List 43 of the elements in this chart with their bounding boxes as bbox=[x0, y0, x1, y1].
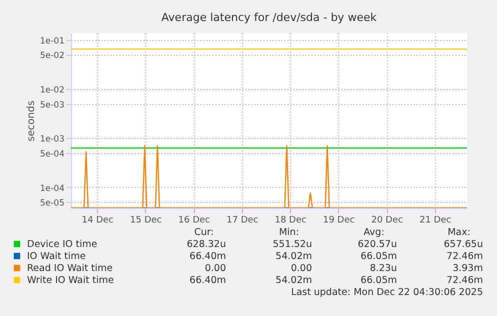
x-tick-label: 21 Dec bbox=[419, 216, 452, 226]
y-tick-label: 5e-05 bbox=[40, 198, 64, 209]
x-tick-label: 19 Dec bbox=[322, 216, 355, 226]
text: 551.52u bbox=[272, 239, 312, 250]
chart-title: Average latency for /dev/sda - by week bbox=[161, 11, 378, 24]
legend-label: Device IO time bbox=[27, 239, 98, 250]
y-tick-label: 1e-02 bbox=[40, 86, 64, 96]
text: 628.32u bbox=[186, 239, 226, 250]
y-tick-label: 1e-01 bbox=[40, 36, 64, 46]
legend-label: Read IO Wait time bbox=[27, 263, 113, 274]
y-tick-label: 5e-02 bbox=[40, 51, 64, 62]
text: Avg: bbox=[364, 227, 384, 238]
text: 620.57u bbox=[358, 239, 397, 250]
text: 3.93m bbox=[452, 263, 483, 274]
legend-label: Write IO Wait time bbox=[27, 275, 114, 286]
y-tick-label: 1e-03 bbox=[40, 134, 64, 145]
text: 54.02m bbox=[276, 275, 312, 286]
text: Last update: Mon Dec 22 04:30:06 2025 bbox=[291, 287, 483, 298]
text: 72.46m bbox=[446, 275, 483, 286]
y-tick-label: 5e-03 bbox=[40, 100, 64, 110]
x-tick-label: 15 Dec bbox=[130, 216, 162, 226]
text: 0.00 bbox=[290, 263, 312, 274]
text: 8.23u bbox=[370, 263, 397, 274]
y-tick-label: 1e-04 bbox=[40, 184, 64, 194]
x-tick-label: 17 Dec bbox=[226, 216, 258, 226]
text: Cur: bbox=[194, 227, 214, 238]
text: 66.05m bbox=[360, 275, 397, 286]
legend-label: IO Wait time bbox=[27, 251, 86, 262]
text: 54.02m bbox=[276, 251, 312, 262]
x-tick-label: 20 Dec bbox=[371, 216, 404, 226]
x-tick-label: 18 Dec bbox=[274, 216, 307, 226]
text: 66.05m bbox=[360, 251, 397, 262]
y-tick-label: 5e-04 bbox=[40, 149, 64, 160]
text: 72.46m bbox=[446, 251, 483, 262]
text: 657.65u bbox=[444, 239, 483, 250]
text: Max: bbox=[448, 227, 470, 238]
x-tick-label: 16 Dec bbox=[178, 216, 210, 226]
x-tick-label: 14 Dec bbox=[82, 216, 114, 226]
y-axis-title: seconds bbox=[26, 100, 37, 142]
text: 0.00 bbox=[204, 263, 226, 274]
text: Min: bbox=[278, 227, 300, 238]
text: 66.40m bbox=[190, 275, 226, 286]
text: 66.40m bbox=[190, 251, 226, 262]
